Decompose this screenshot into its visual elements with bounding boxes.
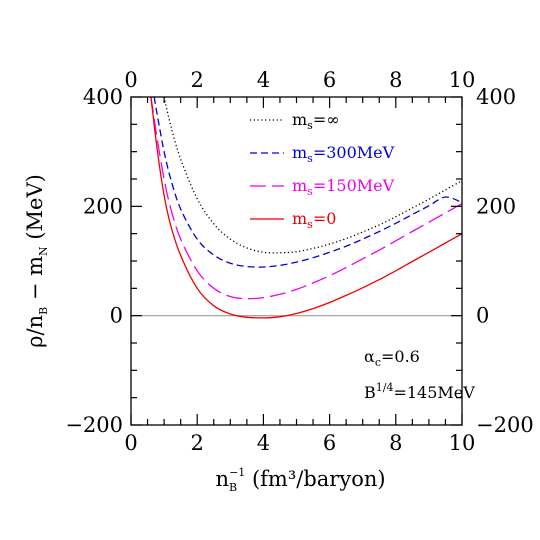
series-line-3 (150, 97, 462, 319)
x-axis-title: nB−1 (fm³/baryon) (215, 466, 385, 494)
y-tick-label-left: 400 (83, 85, 123, 109)
ticks-layer (130, 96, 463, 426)
y-tick-label-left: 200 (83, 194, 123, 218)
x-tick-label-bottom: 6 (323, 431, 336, 455)
x-tick-label-top: 8 (389, 68, 402, 92)
annotations: αc=0.6 B1/4=145MeV (364, 347, 475, 402)
x-tick-label-bottom: 4 (257, 431, 270, 455)
y-tick-label-left: 0 (110, 304, 123, 328)
legend-label-3: ms=0 (292, 209, 336, 231)
legend: ms=∞ ms=300MeV ms=150MeV ms=0 (250, 110, 395, 231)
x-tick-label-bottom: 0 (124, 431, 137, 455)
x-tick-label-top: 6 (323, 68, 336, 92)
series-line-2 (150, 97, 462, 300)
x-tick-label-top: 4 (257, 68, 270, 92)
annotation-bag-constant: B1/4=145MeV (364, 381, 475, 402)
legend-label-1: ms=300MeV (292, 143, 395, 165)
legend-label-2: ms=150MeV (292, 176, 395, 198)
x-tick-label-top: 10 (449, 68, 476, 92)
legend-label-0: ms=∞ (292, 110, 340, 132)
series-line-1 (153, 97, 462, 268)
x-tick-label-bottom: 8 (389, 431, 402, 455)
x-tick-label-top: 2 (191, 68, 204, 92)
y-tick-label-right: 0 (476, 304, 489, 328)
y-tick-label-right: 200 (476, 194, 516, 218)
x-tick-label-bottom: 10 (449, 431, 476, 455)
y-tick-label-right: 400 (476, 85, 516, 109)
x-tick-label-top: 0 (124, 68, 137, 92)
annotation-alpha-c: αc=0.6 (364, 347, 420, 369)
series-layer (150, 97, 462, 319)
y-tick-label-left: −200 (65, 413, 123, 437)
y-tick-label-right: −200 (476, 413, 534, 437)
x-tick-label-bottom: 2 (191, 431, 204, 455)
y-axis-title: ρ/nB − mN (MeV) (23, 174, 50, 348)
